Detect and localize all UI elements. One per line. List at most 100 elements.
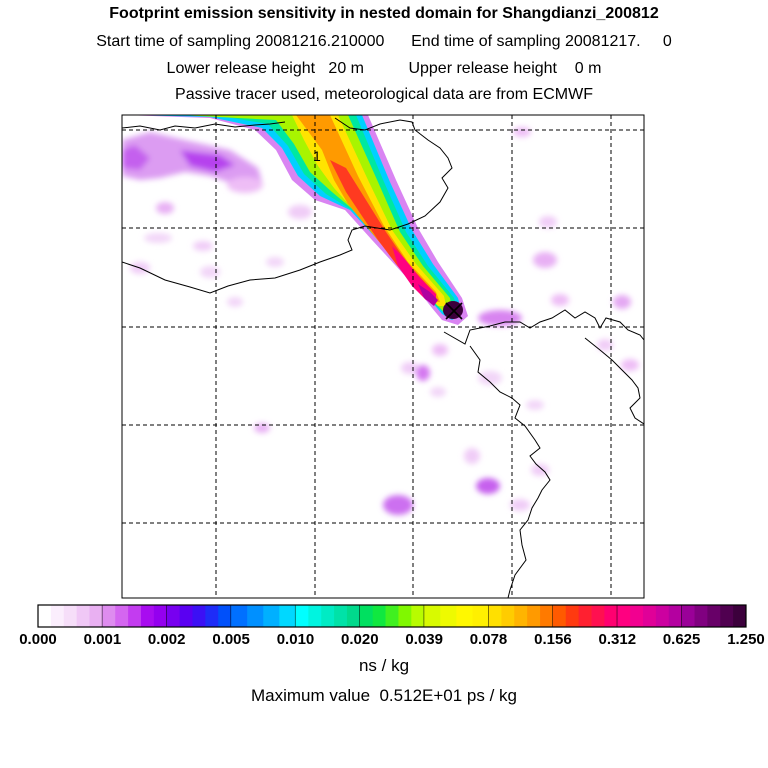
colorbar-tick-label: 0.625 bbox=[663, 631, 701, 648]
map-panel: 1 bbox=[121, 114, 645, 599]
patch-11 bbox=[539, 216, 557, 228]
colorbar-swatch bbox=[359, 605, 374, 627]
plume-band-violet bbox=[418, 284, 438, 306]
colorbar-swatch bbox=[140, 605, 155, 627]
colorbar-tick-label: 0.156 bbox=[534, 631, 572, 648]
colorbar-swatch bbox=[153, 605, 168, 627]
colorbar-tick-label: 0.020 bbox=[341, 631, 379, 648]
colorbar-swatch bbox=[279, 605, 296, 627]
colorbar-swatch bbox=[565, 605, 580, 627]
sampling-time-line: Start time of sampling 20081216.210000 E… bbox=[96, 33, 672, 50]
colorbar-swatch bbox=[115, 605, 129, 627]
patch-7 bbox=[266, 257, 284, 267]
patch-28 bbox=[383, 495, 413, 515]
colorbar-swatch bbox=[192, 605, 206, 627]
colorbar-swatch bbox=[308, 605, 322, 627]
colorbar-swatch bbox=[372, 605, 386, 627]
colorbar-swatch bbox=[604, 605, 618, 627]
patch-26 bbox=[531, 464, 549, 476]
colorbar-swatch bbox=[440, 605, 457, 627]
plume bbox=[122, 115, 468, 325]
colorbar-swatch bbox=[218, 605, 232, 627]
patch-22 bbox=[430, 387, 446, 397]
plume-band-magenta bbox=[392, 246, 436, 302]
colorbar-swatch bbox=[501, 605, 515, 627]
patch-4 bbox=[193, 241, 213, 251]
colorbar-swatch bbox=[424, 605, 441, 627]
maximum-value-label: Maximum value 0.512E+01 ps / kg bbox=[251, 686, 517, 705]
colorbar-swatch bbox=[128, 605, 142, 627]
colorbar-swatch bbox=[456, 605, 473, 627]
colorbar-swatch bbox=[694, 605, 708, 627]
colorbar-swatch bbox=[76, 605, 90, 627]
colorbar-swatch bbox=[179, 605, 193, 627]
colorbar-swatch bbox=[50, 605, 65, 627]
colorbar-swatch bbox=[102, 605, 116, 627]
patch-15 bbox=[613, 295, 631, 309]
colorbar-swatch bbox=[38, 605, 52, 627]
colorbar-swatch bbox=[89, 605, 103, 627]
colorbar-swatch bbox=[668, 605, 683, 627]
colorbar-tick-label: 0.010 bbox=[277, 631, 315, 648]
patch-1 bbox=[227, 177, 263, 193]
patch-23 bbox=[526, 400, 544, 410]
colorbar-swatch bbox=[63, 605, 78, 627]
patch-9 bbox=[288, 205, 312, 219]
patch-8 bbox=[227, 297, 243, 307]
colorbar-swatch bbox=[411, 605, 425, 627]
colorbar-units: ns / kg bbox=[358, 656, 410, 675]
patch-20 bbox=[416, 365, 430, 381]
colorbar: 0.000 0.001 0.002 0.005 0.010 0.020 0.039 0.078… bbox=[19, 604, 765, 648]
patch-27 bbox=[476, 478, 500, 494]
grid-lines bbox=[122, 115, 644, 598]
colorbar-swatch bbox=[514, 605, 528, 627]
patch-18 bbox=[432, 344, 448, 356]
colorbar-swatch bbox=[295, 605, 309, 627]
colorbar-tick-label: 0.002 bbox=[148, 631, 186, 648]
colorbar-tick-label: 0.039 bbox=[405, 631, 443, 648]
colorbar-swatch bbox=[472, 605, 489, 627]
colorbar-swatch bbox=[733, 605, 747, 627]
patch-19 bbox=[401, 362, 419, 374]
colorbar-swatch bbox=[247, 605, 264, 627]
patch-14 bbox=[551, 294, 569, 306]
colorbar-swatch bbox=[385, 605, 399, 627]
patch-northwest-core bbox=[122, 145, 150, 170]
contour-label: 1 bbox=[313, 148, 321, 164]
colorbar-swatch bbox=[334, 605, 348, 627]
colorbar-swatch bbox=[346, 605, 361, 627]
colorbar-swatch bbox=[643, 605, 657, 627]
sensitivity-field: 1 bbox=[122, 115, 644, 598]
patch-3 bbox=[144, 233, 172, 243]
tracer-info-line: Passive tracer used, meteorological data… bbox=[175, 86, 593, 103]
patch-17 bbox=[621, 359, 639, 371]
marker-stroke-b bbox=[445, 302, 463, 320]
colorbar-swatch bbox=[591, 605, 605, 627]
colorbar-swatch bbox=[205, 605, 219, 627]
colorbar-swatch bbox=[166, 605, 180, 627]
plume-band-cyan bbox=[130, 115, 462, 320]
colorbar-tick-label: 1.250 bbox=[727, 631, 765, 648]
colorbar-swatch bbox=[578, 605, 592, 627]
patch-21 bbox=[478, 371, 502, 385]
coastline-east bbox=[443, 309, 644, 345]
patch-northwest-core2 bbox=[180, 150, 235, 172]
colorbar-swatch bbox=[321, 605, 335, 627]
chart-title: Footprint emission sensitivity in nested… bbox=[109, 5, 659, 22]
colorbar-tick-label: 0.000 bbox=[19, 631, 57, 648]
colorbar-swatch bbox=[681, 605, 695, 627]
border-north bbox=[122, 121, 286, 131]
colorbar-swatch bbox=[398, 605, 412, 627]
colorbar-tick-label: 0.078 bbox=[470, 631, 508, 648]
colorbar-swatch bbox=[263, 605, 280, 627]
colorbar-swatch bbox=[655, 605, 670, 627]
patch-12 bbox=[533, 252, 557, 268]
map-frame bbox=[121, 114, 645, 599]
release-site-marker bbox=[445, 302, 463, 320]
colorbar-swatch bbox=[527, 605, 541, 627]
release-height-line: Lower release height 20 m Upper release … bbox=[166, 60, 602, 77]
patch-29 bbox=[510, 499, 530, 511]
patch-25 bbox=[464, 448, 480, 464]
colorbar-frame bbox=[37, 604, 747, 628]
